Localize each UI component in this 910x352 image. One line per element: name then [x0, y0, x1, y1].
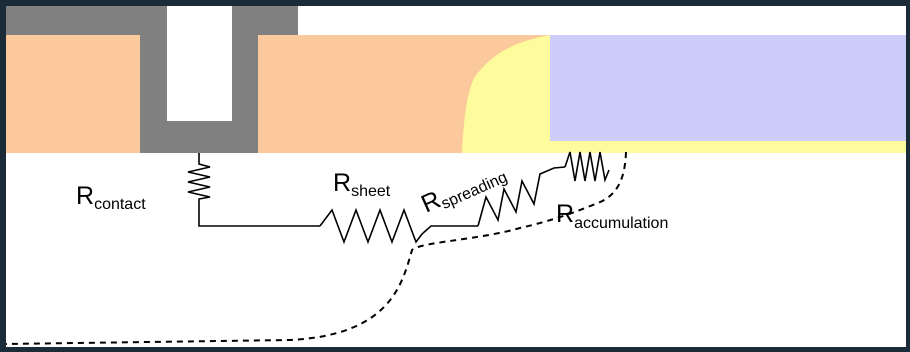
label-r-accumulation: Raccumulation: [556, 200, 668, 232]
contact-hole: [167, 6, 232, 121]
label-r-sheet-main: R: [333, 169, 351, 197]
label-r-contact-main: R: [76, 182, 94, 210]
label-r-accumulation-sub: accumulation: [574, 215, 668, 232]
label-r-sheet: Rsheet: [333, 169, 391, 200]
label-r-contact: Rcontact: [76, 182, 146, 213]
connector-wire: [421, 225, 478, 235]
gate-spacer-region: [550, 35, 906, 141]
label-r-contact-sub: contact: [94, 196, 146, 213]
contact-resistor: [187, 153, 320, 227]
accumulation-resistor: [564, 151, 610, 183]
label-r-accumulation-main: R: [556, 200, 574, 228]
label-r-sheet-sub: sheet: [351, 183, 391, 200]
sheet-resistor: [319, 207, 423, 245]
spreading-resistor: [477, 166, 566, 227]
dashed-current-path: [5, 151, 627, 345]
